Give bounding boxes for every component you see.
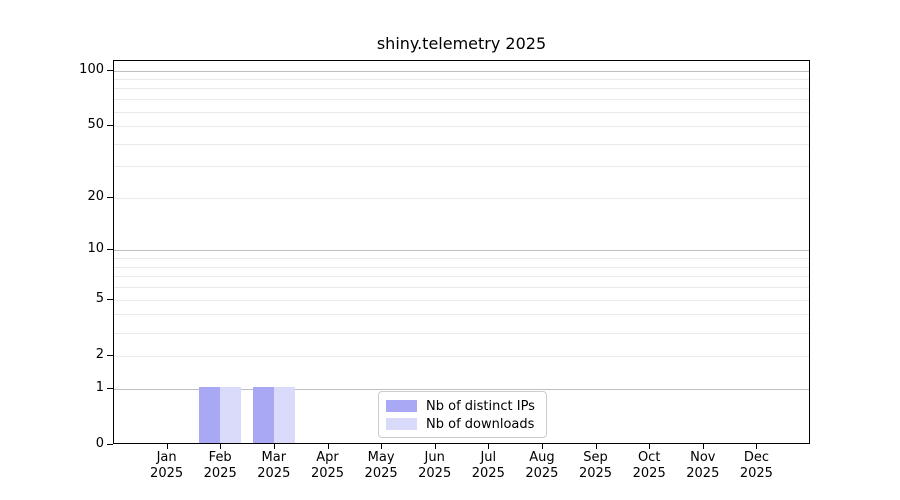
x-tick-year: 2025 [578, 465, 613, 481]
plot-area [113, 60, 810, 444]
x-tick-label: Nov 2025 [660, 450, 746, 481]
minor-gridline [114, 198, 809, 199]
x-tick [541, 444, 543, 449]
x-tick [327, 444, 329, 449]
y-tick [107, 125, 113, 126]
minor-gridline [114, 276, 809, 278]
y-tick-label: 5 [95, 290, 104, 306]
x-tick-label: Aug 2025 [499, 450, 585, 481]
x-tick-month: Dec [743, 450, 769, 465]
x-tick [595, 444, 597, 449]
x-tick [756, 444, 758, 449]
y-tick [107, 354, 113, 356]
major-gridline [114, 70, 809, 72]
x-tick-label: Jan 2025 [124, 450, 210, 481]
x-tick-year: 2025 [364, 465, 398, 481]
x-tick-year: 2025 [418, 465, 452, 481]
x-tick-year: 2025 [632, 465, 666, 481]
bar [252, 386, 274, 443]
x-tick-month: Mar [261, 450, 287, 465]
legend-label-downloads: Nb of downloads [426, 416, 535, 432]
y-tick-label: 2 [95, 346, 104, 362]
y-tick [107, 249, 113, 251]
x-tick-month: Sep [583, 450, 608, 465]
y-tick-label: 1 [95, 379, 104, 395]
x-tick-year: 2025 [739, 465, 773, 481]
legend-label-distinct-ips: Nb of distinct IPs [426, 398, 535, 414]
x-tick [702, 444, 704, 449]
minor-gridline [114, 99, 809, 101]
minor-gridline [114, 79, 809, 80]
major-gridline [114, 388, 809, 390]
x-tick-year: 2025 [310, 465, 345, 481]
legend: Nb of distinct IPs Nb of downloads [378, 391, 547, 438]
x-tick-label: Dec 2025 [713, 450, 799, 481]
legend-item-distinct-ips: Nb of distinct IPs [386, 398, 538, 414]
x-tick-label: Jun 2025 [392, 450, 478, 481]
x-tick-label: Apr 2025 [285, 450, 371, 481]
x-tick-year: 2025 [150, 465, 184, 481]
y-tick [107, 387, 113, 389]
y-tick-label: 10 [87, 241, 104, 257]
minor-gridline [114, 88, 809, 90]
y-tick-label: 0 [95, 436, 104, 451]
minor-gridline [114, 332, 809, 334]
chart-title: shiny.telemetry 2025 [376, 34, 547, 53]
minor-gridline [114, 287, 809, 289]
y-tick [107, 69, 113, 71]
legend-swatch-downloads-icon [386, 418, 417, 430]
x-tick [166, 444, 168, 449]
x-tick [649, 444, 651, 449]
x-tick [488, 444, 490, 449]
x-tick-month: May [367, 450, 395, 465]
x-tick-label: Mar 2025 [231, 450, 317, 481]
major-gridline [114, 250, 809, 252]
minor-gridline [114, 314, 809, 316]
x-tick [220, 444, 222, 449]
legend-item-downloads: Nb of downloads [386, 416, 538, 432]
x-tick-year: 2025 [203, 465, 237, 481]
x-tick-month: Oct [637, 450, 661, 465]
minor-gridline [114, 299, 809, 301]
x-tick-month: Apr [316, 450, 339, 465]
y-tick-label: 100 [79, 61, 104, 77]
minor-gridline [114, 258, 809, 260]
y-tick-label: 20 [87, 189, 104, 204]
x-tick [381, 444, 383, 449]
x-tick-month: Feb [208, 450, 232, 465]
x-tick-year: 2025 [257, 465, 291, 481]
x-tick-year: 2025 [525, 465, 559, 481]
x-tick-month: Nov [690, 450, 716, 465]
x-tick [273, 444, 275, 449]
x-tick-year: 2025 [686, 465, 720, 481]
minor-gridline [114, 143, 809, 145]
x-tick-label: Feb 2025 [177, 450, 263, 481]
x-tick-month: Jun [424, 450, 445, 465]
legend-swatch-distinct-ips-icon [386, 400, 417, 412]
minor-gridline [114, 266, 809, 268]
x-tick [434, 444, 436, 449]
minor-gridline [114, 166, 809, 168]
y-tick-label: 50 [87, 117, 104, 132]
minor-gridline [114, 111, 809, 113]
y-tick [107, 197, 113, 198]
x-tick-year: 2025 [471, 465, 505, 481]
y-tick [107, 444, 113, 445]
y-tick [107, 298, 113, 300]
minor-gridline [114, 126, 809, 127]
bar [199, 386, 221, 443]
bar [273, 386, 295, 443]
x-tick-label: Jul 2025 [445, 450, 531, 481]
x-tick-month: Aug [529, 450, 555, 465]
x-tick-month: Jan [156, 450, 177, 465]
x-tick-month: Jul [480, 450, 497, 465]
bar [220, 386, 242, 443]
x-tick-label: Sep 2025 [553, 450, 639, 481]
minor-gridline [114, 355, 809, 357]
x-tick-label: May 2025 [338, 450, 424, 481]
x-tick-label: Oct 2025 [606, 450, 692, 481]
